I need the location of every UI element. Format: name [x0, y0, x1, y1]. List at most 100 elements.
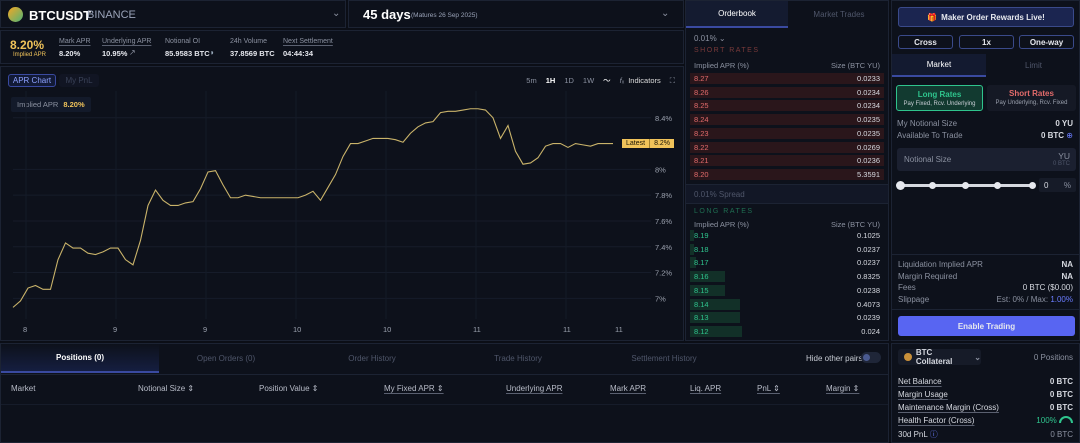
long-rates-label: LONG RATES: [694, 208, 754, 215]
short-row[interactable]: 8.23 0.0235: [690, 127, 884, 139]
notional-size-input[interactable]: Notional Size YU 0 BTC: [897, 148, 1076, 171]
leverage-button[interactable]: 1x: [959, 35, 1014, 49]
my-notional-label: My Notional Size: [897, 119, 958, 128]
function-icon[interactable]: fₓ: [619, 76, 625, 85]
indicators-button[interactable]: Indicators: [628, 76, 661, 85]
tab-bottom[interactable]: Order History: [348, 354, 396, 363]
long-row[interactable]: 8.18 0.0237: [690, 243, 884, 255]
position-mode-button[interactable]: One-way: [1019, 35, 1074, 49]
short-row[interactable]: 8.25 0.0234: [690, 100, 884, 112]
maturity-date: (Matures 26 Sep 2025): [411, 12, 478, 19]
account-label[interactable]: Maintenance Margin (Cross): [898, 403, 999, 412]
slippage-max[interactable]: 1.00%: [1050, 295, 1073, 304]
hide-pairs-toggle[interactable]: [861, 352, 881, 363]
interval-1w[interactable]: 1W: [582, 76, 595, 85]
add-funds-icon[interactable]: ⊕: [1066, 131, 1073, 140]
long-row[interactable]: 8.19 0.1025: [690, 230, 884, 241]
short-row[interactable]: 8.24 0.0235: [690, 114, 884, 126]
column-header[interactable]: Notional Size ⇕: [138, 384, 195, 393]
tab-market-trades[interactable]: Market Trades: [813, 10, 865, 19]
tab-my-pnl[interactable]: My PnL: [59, 74, 99, 87]
tab-bottom[interactable]: Open Orders (0): [196, 354, 256, 363]
market-selector[interactable]: BTCUSDT BINANCE ⌄: [0, 0, 346, 28]
slider-step[interactable]: [896, 181, 905, 190]
health-factor-label[interactable]: Health Factor (Cross): [898, 416, 975, 425]
external-link-icon[interactable]: ↗: [129, 48, 136, 57]
column-header[interactable]: Position Value ⇕: [259, 384, 319, 393]
interval-1h[interactable]: 1H: [545, 76, 556, 85]
percent-input[interactable]: 0%: [1039, 178, 1076, 192]
stat-label[interactable]: Mark APR: [59, 38, 91, 45]
margin-mode-button[interactable]: Cross: [898, 35, 953, 49]
chevron-down-icon: ⌄: [661, 8, 670, 19]
interval-5m[interactable]: 5m: [526, 76, 537, 85]
info-icon[interactable]: ⓘ: [929, 430, 938, 439]
maturity-selector[interactable]: 45 days (Matures 26 Sep 2025) ⌄: [348, 0, 684, 28]
implied-apr-label: Implied APR: [13, 52, 47, 58]
account-label[interactable]: Margin Usage: [898, 390, 948, 399]
long-row[interactable]: 8.12 0.024: [690, 325, 884, 337]
column-header[interactable]: Underlying APR: [506, 384, 563, 393]
depth-bar: [690, 271, 725, 283]
column-header[interactable]: Liq. APR: [690, 384, 722, 393]
tab-bottom[interactable]: Positions (0): [1, 344, 159, 373]
column-header[interactable]: PnL ⇕: [757, 384, 780, 393]
tab-bottom[interactable]: Trade History: [494, 354, 542, 363]
account-value: 0 BTC: [1049, 403, 1073, 412]
short-row[interactable]: 8.26 0.0234: [690, 86, 884, 98]
tab-limit[interactable]: Limit: [1025, 61, 1042, 70]
apr-line-chart[interactable]: 7% 7.2% 7.4% 7.6% 7.8% 8% 8.4% 8 9 9 10 10 11 11 11: [1, 67, 685, 342]
long-row[interactable]: 8.17 0.0237: [690, 257, 884, 269]
long-header: Implied APR (%) Size (BTC YU): [694, 220, 880, 229]
btc-icon: [904, 353, 912, 361]
column-header[interactable]: Mark APR: [610, 384, 647, 393]
trade-panel: 🎁 Maker Order Rewards Live! Cross 1x One-…: [891, 0, 1080, 341]
slider-step[interactable]: [929, 182, 936, 189]
slider-step[interactable]: [994, 182, 1001, 189]
account-label[interactable]: Net Balance: [898, 377, 942, 386]
tab-market[interactable]: Market: [892, 54, 986, 77]
long-row[interactable]: 8.15 0.0238: [690, 284, 884, 296]
y-tick-label: 7.6%: [655, 217, 672, 226]
line-chart-icon[interactable]: 〜: [603, 76, 611, 85]
depth-bar: [690, 325, 743, 337]
long-row[interactable]: 8.13 0.0239: [690, 312, 884, 324]
y-tick-label: 7.8%: [655, 191, 672, 200]
tab-bottom[interactable]: Settlement History: [631, 354, 697, 363]
interval-1d[interactable]: 1D: [564, 76, 574, 85]
x-tick-label: 8: [23, 325, 27, 334]
short-row[interactable]: 8.27 0.0233: [690, 73, 884, 84]
legend-label: Implied APR: [17, 100, 59, 109]
tab-orderbook[interactable]: Orderbook: [686, 1, 788, 28]
fullscreen-icon[interactable]: ⛶: [669, 75, 675, 85]
chart-toolbar: 5m 1H 1D 1W 〜 fₓ Indicators ⛶: [526, 75, 675, 86]
stat-label[interactable]: Next Settlement: [283, 38, 333, 45]
short-row[interactable]: 8.21 0.0236: [690, 155, 884, 167]
stats-bar: 8.20% Implied APR Mark APR 8.20% Underlyin…: [0, 30, 684, 64]
maker-rewards-button[interactable]: 🎁 Maker Order Rewards Live!: [898, 7, 1074, 27]
available-value: 0 BTC: [1040, 131, 1065, 140]
stat-label[interactable]: Underlying APR: [102, 38, 152, 45]
short-row[interactable]: 8.20 5.3591: [690, 168, 884, 180]
precision-select[interactable]: 0.01% ⌄: [694, 34, 726, 43]
column-header[interactable]: Market: [11, 384, 36, 393]
long-row[interactable]: 8.16 0.8325: [690, 271, 884, 283]
slider-step[interactable]: [962, 182, 969, 189]
enable-trading-button[interactable]: Enable Trading: [898, 316, 1075, 336]
short-row[interactable]: 8.22 0.0269: [690, 141, 884, 153]
slider-step[interactable]: [1029, 182, 1036, 189]
positions-panel: Positions (0) Open Orders (0) Order Histor…: [0, 343, 889, 443]
stat-label: 24h Volume: [230, 38, 267, 45]
short-rates-button[interactable]: Short Rates Pay Underlying, Rcv. Fixed: [987, 85, 1076, 111]
info-label: Liquidation Implied APR: [898, 260, 983, 269]
column-header[interactable]: Margin ⇕: [826, 384, 860, 393]
pnl-value: 0 BTC: [1050, 430, 1073, 439]
long-row[interactable]: 8.14 0.4073: [690, 298, 884, 310]
short-rates-label: SHORT RATES: [694, 47, 760, 54]
stat-value: 37.8569 BTC: [230, 49, 275, 58]
long-rates-button[interactable]: Long Rates Pay Fixed, Rcv. Underlying: [896, 85, 983, 111]
collateral-select[interactable]: BTC Collateral ⌄: [898, 348, 981, 366]
depth-bar: [690, 257, 696, 269]
column-header[interactable]: My Fixed APR ⇕: [384, 384, 444, 393]
tab-apr-chart[interactable]: APR Chart: [8, 74, 56, 87]
